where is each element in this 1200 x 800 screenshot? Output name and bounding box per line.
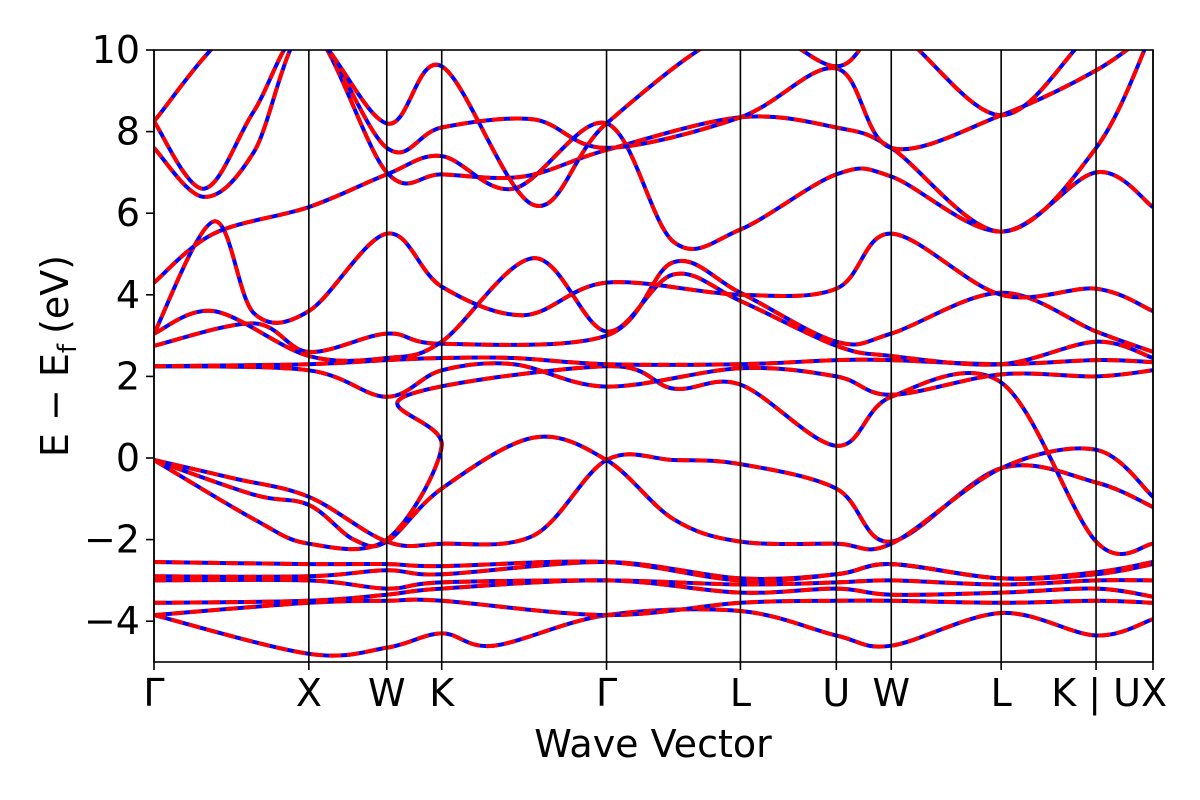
band-line-red: [154, 577, 1153, 591]
y-axis-label-sub: f: [53, 343, 83, 353]
x-tick-label: W: [872, 671, 910, 715]
band-line-red: [154, 434, 1153, 552]
y-axis-label-main: E − E: [33, 353, 77, 457]
x-tick-label: K: [429, 671, 455, 715]
band-line-red: [154, 50, 1131, 191]
y-axis: −4 −2 0 2 4 6 8 10: [84, 28, 154, 643]
x-tick-label: Γ: [143, 671, 164, 715]
band-line-red: [154, 256, 1153, 367]
y-axis-label-unit: (eV): [33, 255, 77, 334]
y-tick-label: 6: [116, 191, 140, 235]
x-axis-label: Wave Vector: [534, 722, 772, 766]
band-line-red: [154, 50, 1078, 208]
y-tick-label: 2: [116, 354, 140, 398]
x-tick-label: K | U: [1051, 671, 1141, 716]
y-tick-label: 0: [116, 436, 140, 480]
band-line-red: [154, 578, 1153, 605]
y-tick-label: 8: [116, 110, 140, 154]
x-tick-label: X: [1141, 671, 1167, 715]
x-tick-label: W: [368, 671, 406, 715]
y-tick-label: −2: [84, 518, 140, 562]
plot-background: [154, 50, 1153, 662]
bands-group: [154, 50, 1153, 658]
band-line-red: [154, 559, 1153, 583]
y-tick-label: 10: [92, 28, 140, 72]
x-tick-label: X: [296, 671, 322, 715]
x-tick-label: L: [991, 671, 1012, 715]
y-tick-label: −4: [84, 599, 140, 643]
y-axis-label: E − Ef (eV): [33, 255, 83, 457]
x-tick-label: Γ: [596, 671, 617, 715]
band-line-red: [154, 219, 1153, 335]
x-tick-label: U: [822, 671, 850, 715]
x-tick-label: L: [730, 671, 751, 715]
plot-frame: [153, 49, 1154, 663]
band-line-red: [154, 597, 1153, 618]
band-line-red: [154, 364, 1153, 557]
y-tick-label: 4: [116, 273, 140, 317]
